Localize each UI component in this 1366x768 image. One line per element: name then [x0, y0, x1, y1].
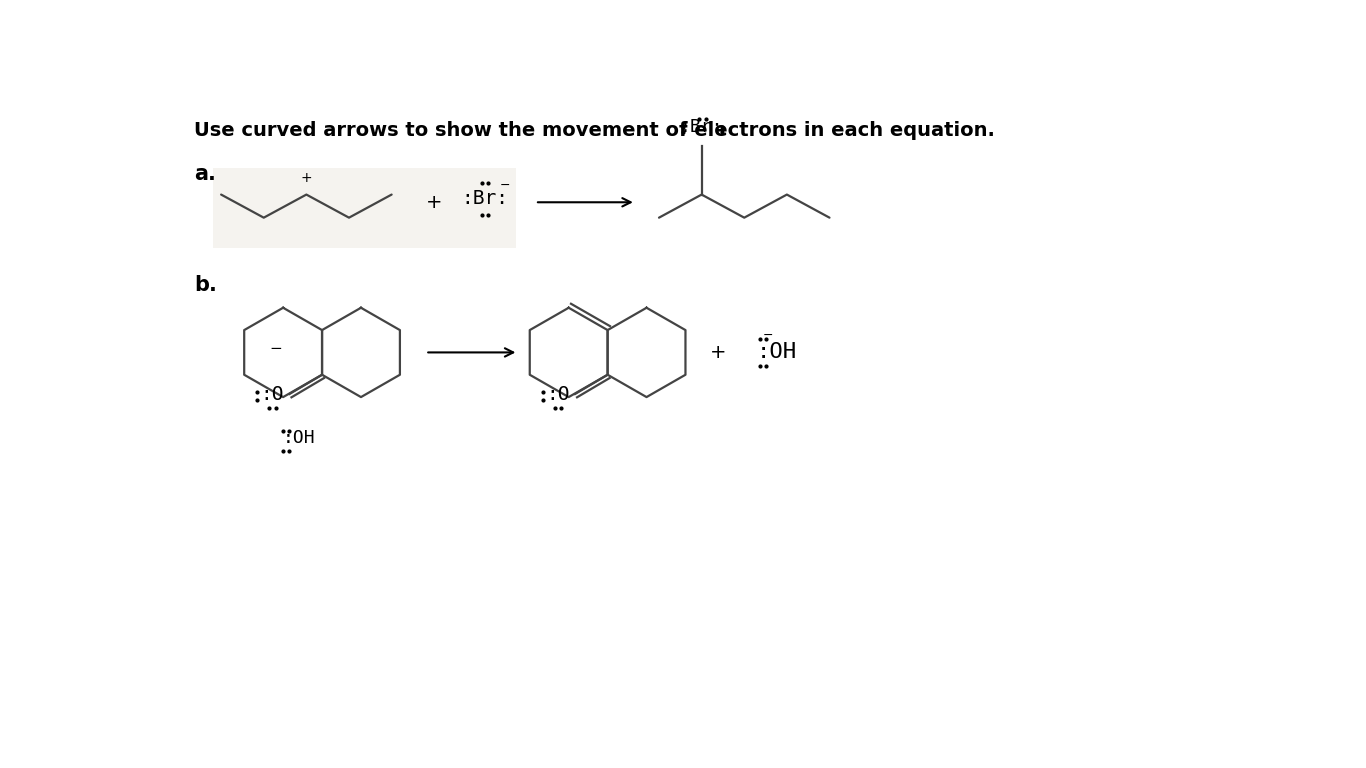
Text: a.: a.: [194, 164, 216, 184]
Text: +: +: [426, 193, 443, 212]
Text: −: −: [500, 179, 511, 192]
Text: +: +: [301, 171, 313, 185]
Text: :O: :O: [546, 385, 570, 403]
Text: −: −: [762, 329, 773, 342]
Text: b.: b.: [194, 276, 217, 296]
FancyBboxPatch shape: [213, 167, 515, 249]
Text: :Br:: :Br:: [462, 189, 508, 208]
Text: :OH: :OH: [757, 343, 796, 362]
Text: +: +: [710, 343, 727, 362]
Text: Use curved arrows to show the movement of electrons in each equation.: Use curved arrows to show the movement o…: [194, 121, 994, 141]
Text: :O: :O: [261, 385, 284, 403]
Text: :Br:: :Br:: [680, 118, 724, 136]
Text: −: −: [269, 341, 281, 356]
Text: :OH: :OH: [283, 429, 316, 448]
